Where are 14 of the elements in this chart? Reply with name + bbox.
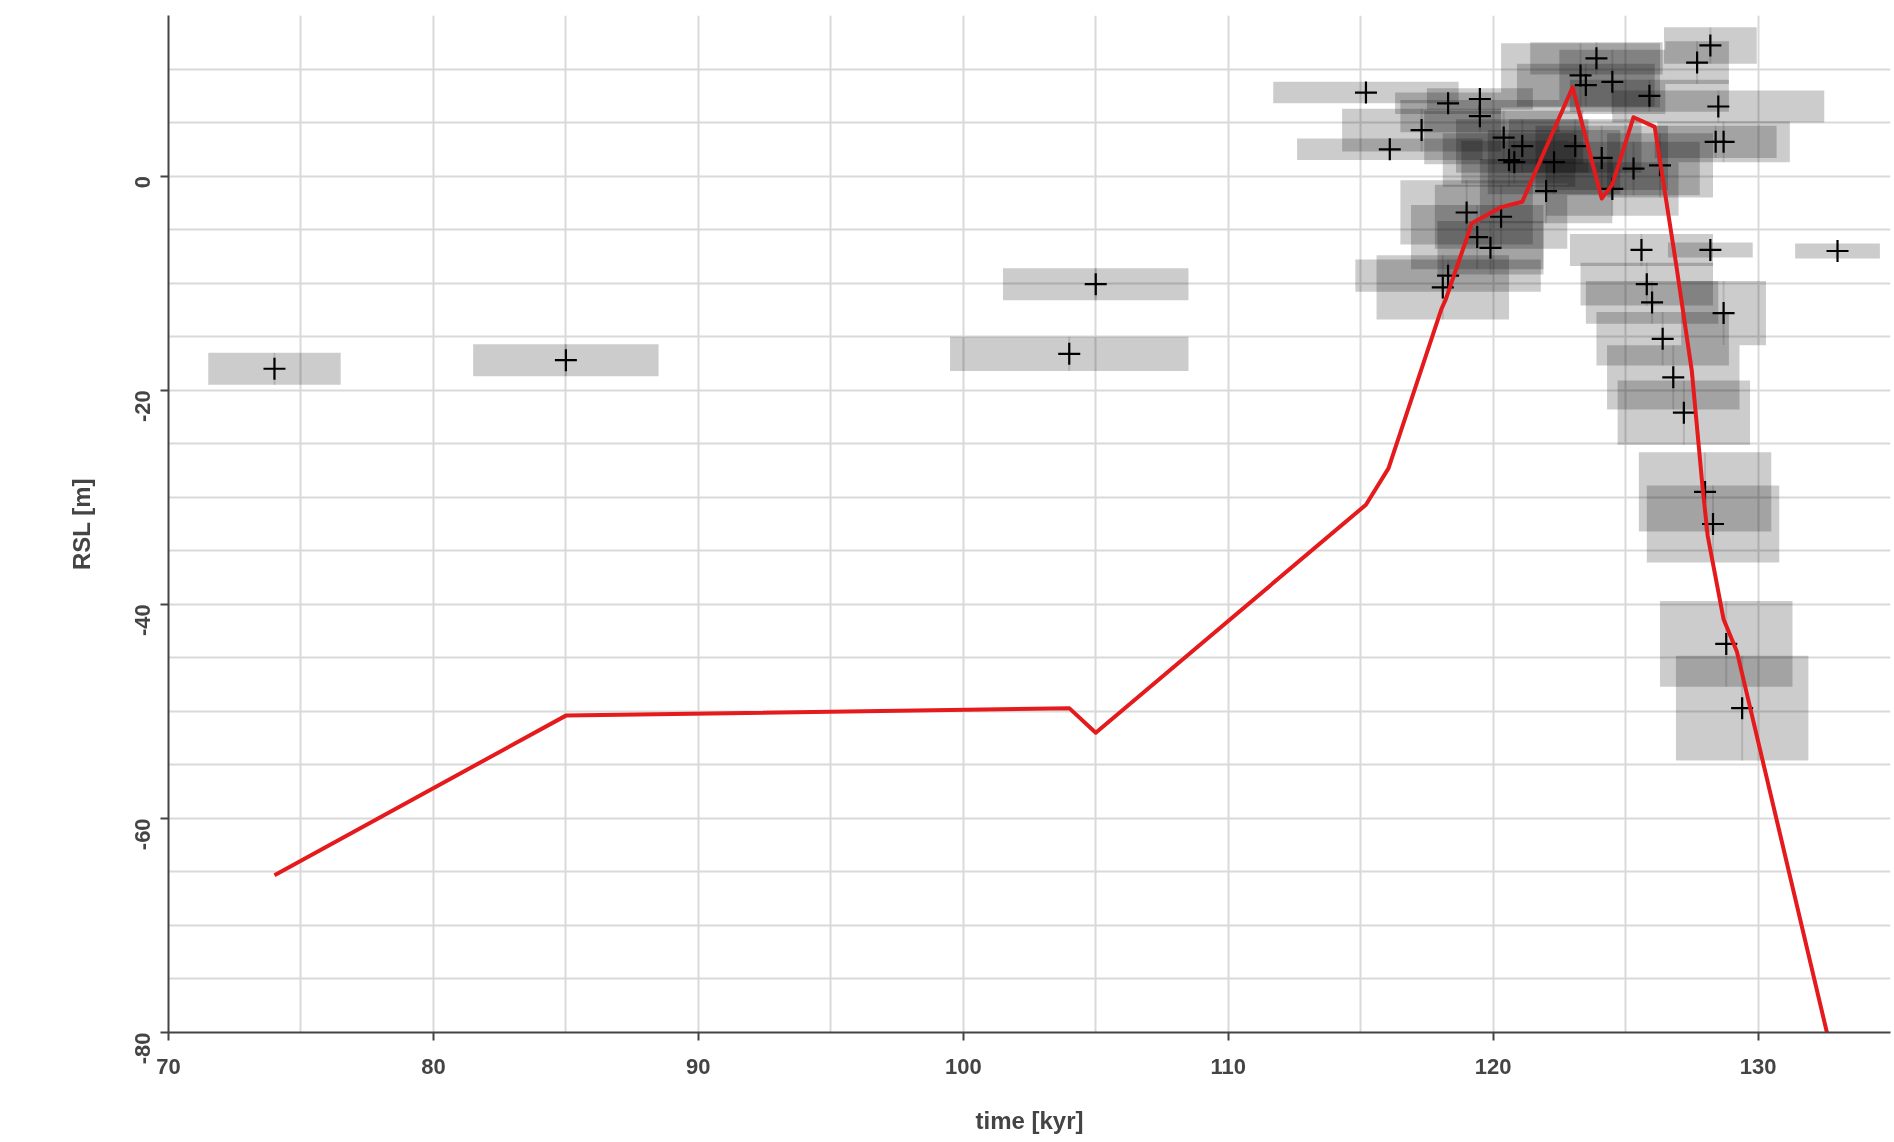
x-tick-label: 70 — [156, 1053, 181, 1079]
x-axis-title: time [kyr] — [975, 1106, 1084, 1134]
y-tick-label: -80 — [130, 1032, 155, 1065]
y-axis-title: RSL [m] — [67, 478, 95, 570]
x-tick-label: 80 — [421, 1053, 446, 1079]
x-tick-label: 90 — [686, 1053, 711, 1079]
y-tick-label: -40 — [130, 604, 155, 637]
y-tick-label: -20 — [130, 390, 155, 422]
x-tick-label: 100 — [944, 1053, 982, 1079]
y-tick-label: -60 — [130, 818, 155, 851]
x-tick-label: 130 — [1739, 1053, 1777, 1079]
x-tick-label: 110 — [1210, 1053, 1246, 1079]
y-tick-label: 0 — [130, 176, 155, 189]
x-tick-label: 120 — [1474, 1053, 1512, 1079]
